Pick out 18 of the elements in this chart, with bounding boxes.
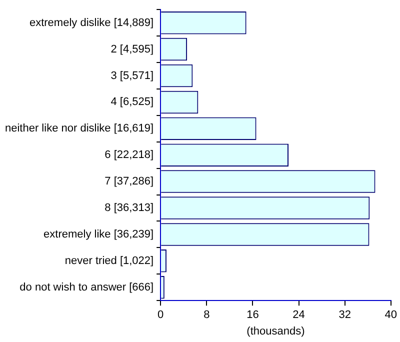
y-tick-label: extremely dislike [14,889] bbox=[29, 16, 154, 29]
y-tick-label: 3 [5,571] bbox=[110, 70, 154, 82]
y-tick-label: extremely like [36,239] bbox=[44, 228, 154, 240]
x-tick-label: 32 bbox=[338, 309, 351, 322]
x-axis-title: (thousands) bbox=[246, 325, 305, 338]
y-tick-label: 6 [22,218] bbox=[104, 149, 154, 162]
x-tick-label: 24 bbox=[292, 309, 305, 322]
y-tick-label: 2 [4,595] bbox=[110, 43, 154, 56]
x-tick-label: 40 bbox=[384, 309, 398, 322]
y-tick-label: never tried [1,022] bbox=[64, 254, 154, 267]
x-tick-label: 8 bbox=[204, 309, 210, 322]
y-tick-label: 4 [6,525] bbox=[110, 96, 154, 108]
y-tick-label: 7 [37,286] bbox=[104, 176, 154, 188]
y-tick-label: 8 [36,313] bbox=[104, 202, 154, 214]
y-tick-label: do not wish to answer [666] bbox=[20, 281, 154, 294]
x-tick-label: 0 bbox=[158, 309, 164, 322]
x-tick-label: 16 bbox=[246, 309, 259, 322]
y-tick-label: neither like nor dislike [16,619] bbox=[4, 122, 154, 135]
